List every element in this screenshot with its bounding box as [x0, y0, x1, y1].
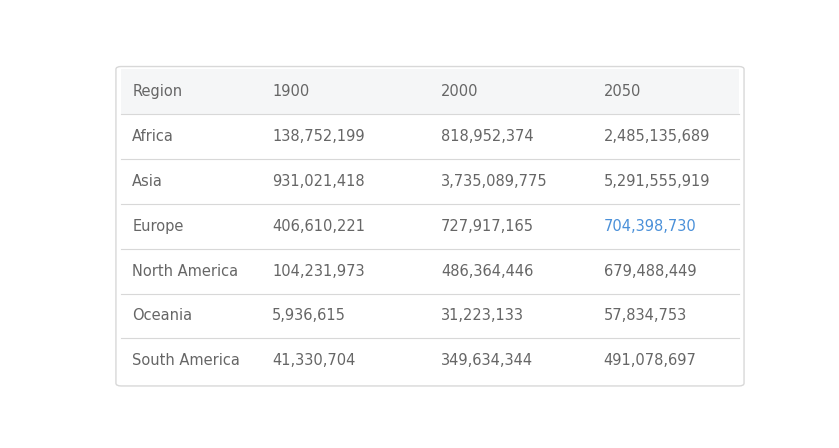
Text: 704,398,730: 704,398,730 [603, 219, 696, 234]
Text: 57,834,753: 57,834,753 [603, 308, 687, 323]
Text: 104,231,973: 104,231,973 [272, 263, 365, 279]
Text: Oceania: Oceania [133, 308, 192, 323]
Text: 486,364,446: 486,364,446 [441, 263, 534, 279]
Text: 931,021,418: 931,021,418 [272, 174, 365, 189]
Text: Asia: Asia [133, 174, 163, 189]
Text: 41,330,704: 41,330,704 [272, 353, 356, 368]
Text: 3,735,089,775: 3,735,089,775 [441, 174, 548, 189]
Text: 2000: 2000 [441, 84, 478, 99]
Text: 818,952,374: 818,952,374 [441, 129, 534, 144]
Text: 5,291,555,919: 5,291,555,919 [603, 174, 710, 189]
Text: 727,917,165: 727,917,165 [441, 219, 534, 234]
FancyBboxPatch shape [116, 66, 744, 386]
Text: Region: Region [133, 84, 182, 99]
Text: South America: South America [133, 353, 240, 368]
Text: 2050: 2050 [603, 84, 641, 99]
Text: 1900: 1900 [272, 84, 310, 99]
Text: North America: North America [133, 263, 238, 279]
Text: 2,485,135,689: 2,485,135,689 [603, 129, 710, 144]
Text: Africa: Africa [133, 129, 174, 144]
Text: Europe: Europe [133, 219, 184, 234]
Text: 138,752,199: 138,752,199 [272, 129, 365, 144]
Text: 5,936,615: 5,936,615 [272, 308, 346, 323]
Text: 406,610,221: 406,610,221 [272, 219, 365, 234]
Text: 31,223,133: 31,223,133 [441, 308, 524, 323]
Text: 349,634,344: 349,634,344 [441, 353, 533, 368]
Text: 491,078,697: 491,078,697 [603, 353, 696, 368]
Text: 679,488,449: 679,488,449 [603, 263, 696, 279]
